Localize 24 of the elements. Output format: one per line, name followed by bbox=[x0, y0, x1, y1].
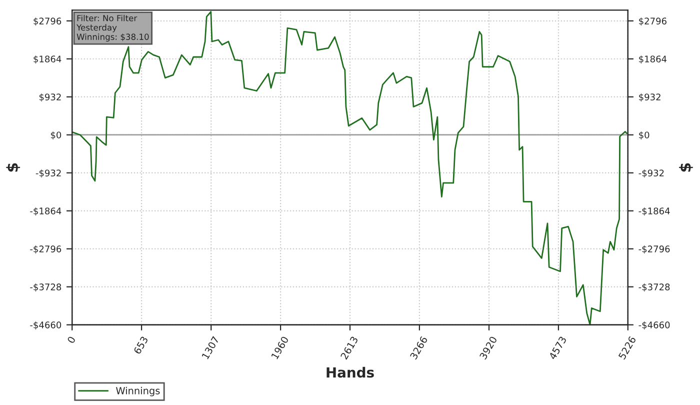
y-tick-label: -$932 bbox=[36, 169, 61, 178]
y2-tick-label: -$2796 bbox=[638, 245, 670, 254]
legend-label: Winnings bbox=[116, 386, 160, 396]
y2-tick-label: -$932 bbox=[638, 169, 664, 178]
y2-tick-label: -$3728 bbox=[638, 283, 670, 292]
y2-tick-label: $2796 bbox=[639, 17, 666, 26]
y-tick-label: $1864 bbox=[34, 55, 62, 64]
y-tick-label: $0 bbox=[50, 131, 62, 140]
annotation: Filter: No Filter Yesterday Winnings: $38.10 bbox=[76, 14, 149, 42]
y2-tick-label: -$1864 bbox=[638, 207, 670, 216]
y2-tick-label: $1864 bbox=[639, 55, 667, 64]
y2-tick-label: $932 bbox=[639, 93, 660, 102]
y2-tick-label: -$4660 bbox=[638, 321, 670, 330]
y-tick-label: -$4660 bbox=[30, 321, 62, 330]
y-tick-label: $932 bbox=[39, 93, 61, 102]
y-tick-label: -$3728 bbox=[30, 283, 62, 292]
y-tick-label: -$2796 bbox=[30, 245, 62, 254]
y-tick-label: $2796 bbox=[34, 17, 62, 26]
y2-axis-title: $ bbox=[679, 163, 693, 172]
y2-tick-label: $0 bbox=[639, 131, 650, 140]
y-tick-label: -$1864 bbox=[30, 207, 62, 216]
y-axis-title: $ bbox=[6, 163, 20, 172]
x-tick-label: 0 bbox=[66, 336, 76, 344]
x-axis-title: Hands bbox=[326, 366, 374, 378]
